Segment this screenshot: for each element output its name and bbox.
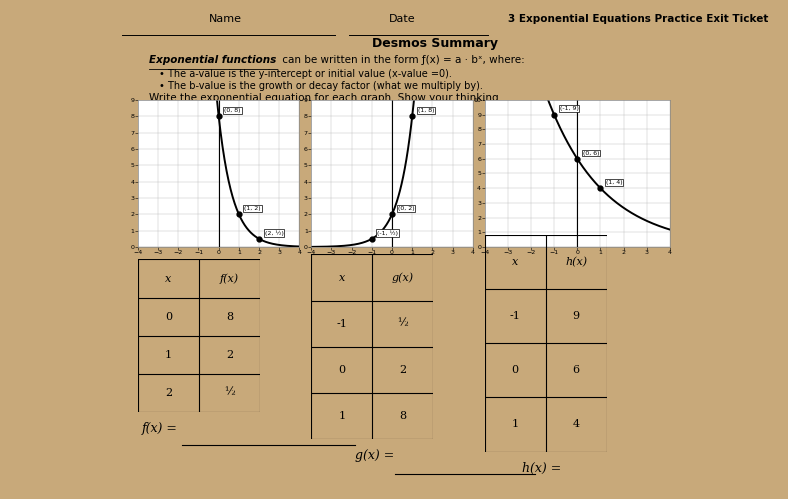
Text: -1: -1 — [510, 311, 521, 321]
Text: (1, 8): (1, 8) — [418, 108, 434, 113]
Text: 0: 0 — [338, 365, 345, 375]
Text: 2: 2 — [226, 350, 233, 360]
Text: • The b-value is the growth or decay factor (what we multiply by).: • The b-value is the growth or decay fac… — [158, 81, 482, 91]
Text: x: x — [339, 272, 345, 282]
Text: (2, ½): (2, ½) — [265, 231, 284, 236]
Text: 6: 6 — [573, 365, 580, 375]
Text: 9: 9 — [573, 311, 580, 321]
Text: h(x): h(x) — [565, 256, 587, 267]
Text: 2: 2 — [400, 365, 407, 375]
Text: ½: ½ — [224, 388, 235, 398]
Text: x: x — [165, 273, 172, 283]
Text: 0: 0 — [165, 311, 172, 321]
Text: f(x): f(x) — [220, 273, 239, 284]
Text: (-1, ½): (-1, ½) — [377, 231, 399, 236]
Text: -1: -1 — [336, 319, 348, 329]
Text: g(x): g(x) — [392, 272, 414, 283]
Text: f(x) =: f(x) = — [142, 422, 178, 435]
Text: 1: 1 — [165, 350, 172, 360]
Text: 3 Exponential Equations Practice Exit Ticket: 3 Exponential Equations Practice Exit Ti… — [508, 14, 769, 24]
Text: (-1, 9): (-1, 9) — [559, 106, 578, 111]
Text: (0, 6): (0, 6) — [583, 151, 599, 156]
Text: 4: 4 — [573, 420, 580, 430]
Text: 8: 8 — [400, 411, 407, 421]
Text: (0, 2): (0, 2) — [398, 206, 414, 211]
Text: ½: ½ — [397, 319, 408, 329]
Text: Exponential functions: Exponential functions — [149, 55, 276, 65]
Text: 8: 8 — [226, 311, 233, 321]
Text: • The a-value is the y-intercept or initial value (x-value =0).: • The a-value is the y-intercept or init… — [158, 69, 452, 79]
Text: Write the exponential equation for each graph. Show your thinking.: Write the exponential equation for each … — [149, 93, 502, 103]
Text: x: x — [512, 256, 519, 266]
Text: can be written in the form ƒ(x) = a · bˣ, where:: can be written in the form ƒ(x) = a · bˣ… — [279, 55, 524, 65]
Text: h(x) =: h(x) = — [522, 462, 561, 475]
Text: 1: 1 — [338, 411, 345, 421]
Text: 0: 0 — [511, 365, 519, 375]
Text: Name: Name — [209, 14, 242, 24]
Text: Desmos Summary: Desmos Summary — [372, 37, 498, 50]
Text: (1, 4): (1, 4) — [606, 180, 623, 185]
Text: Date: Date — [388, 14, 415, 24]
Text: (0, 8): (0, 8) — [225, 108, 240, 113]
Text: 1: 1 — [511, 420, 519, 430]
Text: (1, 2): (1, 2) — [244, 206, 261, 211]
Text: 2: 2 — [165, 388, 172, 398]
Text: g(x) =: g(x) = — [355, 449, 395, 462]
